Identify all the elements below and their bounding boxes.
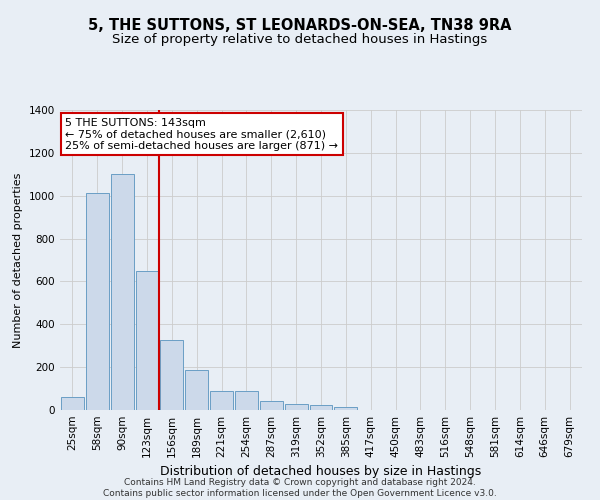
Text: Contains HM Land Registry data © Crown copyright and database right 2024.
Contai: Contains HM Land Registry data © Crown c… <box>103 478 497 498</box>
Bar <box>160 340 183 410</box>
Bar <box>334 407 357 410</box>
Bar <box>136 270 158 410</box>
Bar <box>185 370 208 410</box>
Y-axis label: Number of detached properties: Number of detached properties <box>13 172 23 348</box>
Text: 5, THE SUTTONS, ST LEONARDS-ON-SEA, TN38 9RA: 5, THE SUTTONS, ST LEONARDS-ON-SEA, TN38… <box>88 18 512 32</box>
Bar <box>61 397 84 410</box>
Bar <box>86 192 109 410</box>
Bar <box>310 406 332 410</box>
X-axis label: Distribution of detached houses by size in Hastings: Distribution of detached houses by size … <box>160 466 482 478</box>
Bar <box>210 391 233 410</box>
Bar <box>260 401 283 410</box>
Text: 5 THE SUTTONS: 143sqm
← 75% of detached houses are smaller (2,610)
25% of semi-d: 5 THE SUTTONS: 143sqm ← 75% of detached … <box>65 118 338 150</box>
Bar <box>111 174 134 410</box>
Bar <box>235 391 258 410</box>
Bar <box>285 404 308 410</box>
Text: Size of property relative to detached houses in Hastings: Size of property relative to detached ho… <box>112 32 488 46</box>
